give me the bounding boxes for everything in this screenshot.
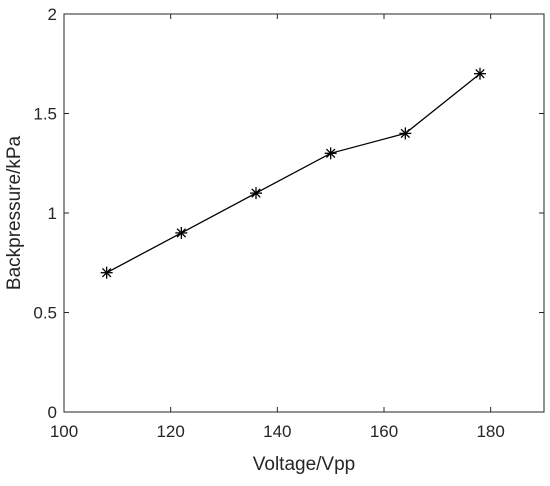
y-tick-label: 2: [48, 5, 57, 24]
x-tick-label: 140: [263, 422, 291, 441]
y-axis-label: Backpressure/kPa: [4, 135, 25, 290]
y-tick-label: 0.5: [33, 304, 57, 323]
x-tick-label: 180: [476, 422, 504, 441]
series-layer: [100, 67, 486, 279]
x-axis-ticks: 100 120 140 160 180: [50, 14, 505, 441]
series-line: [106, 73, 481, 274]
x-axis-label: Voltage/Vpp: [253, 454, 355, 475]
data-point-marker: [474, 67, 486, 80]
x-tick-label: 160: [370, 422, 398, 441]
data-point-marker: [250, 187, 262, 200]
x-tick-label: 120: [156, 422, 184, 441]
data-point-marker: [175, 226, 188, 239]
y-tick-label: 1: [48, 204, 57, 223]
plot-area: [63, 13, 545, 413]
data-point-marker: [399, 127, 412, 140]
y-axis-ticks: 0 0.5 1 1.5 2: [33, 5, 544, 422]
x-tick-label: 100: [50, 422, 78, 441]
data-point-marker: [324, 147, 337, 160]
y-tick-label: 1.5: [33, 105, 57, 124]
data-point-marker: [100, 266, 113, 279]
y-tick-label: 0: [48, 403, 57, 422]
